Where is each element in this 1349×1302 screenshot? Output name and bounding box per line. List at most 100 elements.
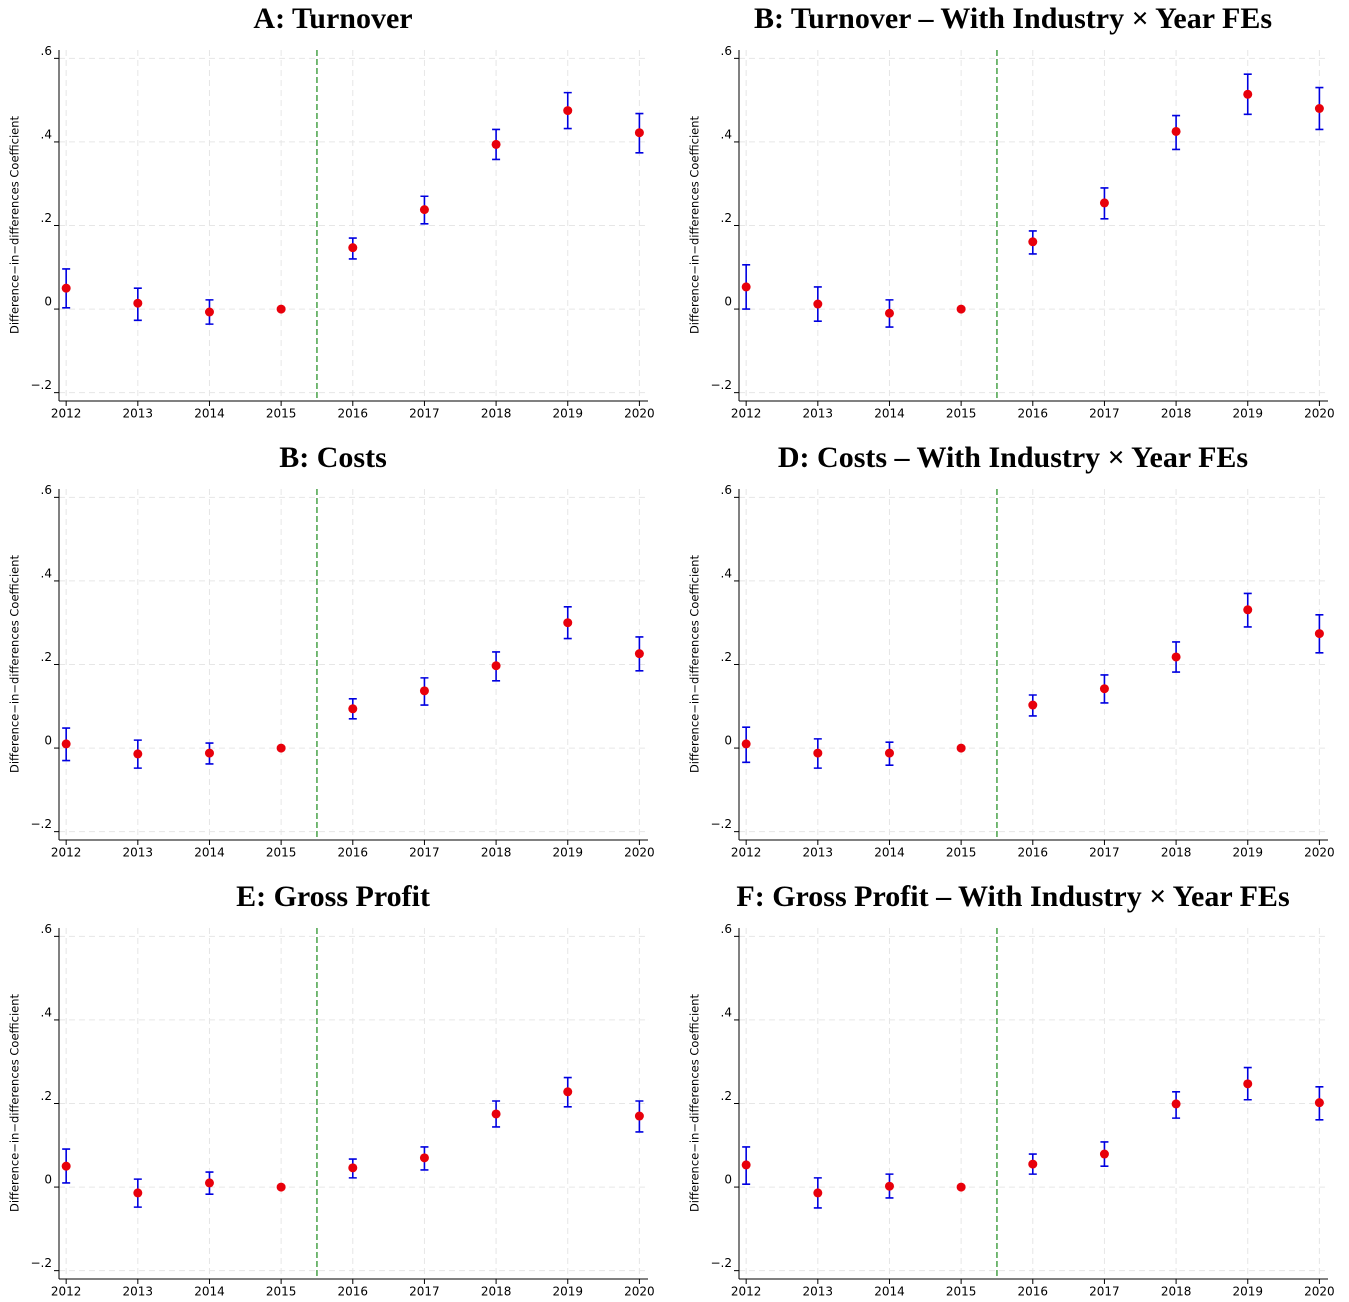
x-tick-label: 2014 bbox=[194, 407, 225, 421]
point bbox=[204, 1178, 214, 1188]
x-tick-label: 2012 bbox=[51, 407, 82, 421]
point bbox=[491, 139, 501, 149]
y-tick-label: 0 bbox=[44, 734, 52, 748]
x-tick-label: 2016 bbox=[1018, 1285, 1049, 1299]
y-tick-label: .2 bbox=[721, 650, 732, 664]
x-tick-label: 2012 bbox=[731, 846, 762, 860]
x-tick-label: 2013 bbox=[123, 846, 154, 860]
point bbox=[1243, 89, 1253, 99]
point bbox=[61, 283, 71, 293]
point bbox=[1314, 629, 1324, 639]
point bbox=[133, 298, 143, 308]
x-tick-label: 2016 bbox=[1018, 846, 1049, 860]
y-tick-label: 0 bbox=[724, 1173, 732, 1187]
x-tick-label: 2019 bbox=[552, 407, 583, 421]
point bbox=[204, 307, 214, 317]
x-tick-label: 2019 bbox=[552, 1285, 583, 1299]
point bbox=[1314, 104, 1324, 113]
y-tick-label: .6 bbox=[41, 483, 52, 497]
x-tick-label: 2013 bbox=[803, 846, 834, 860]
x-tick-label: 2012 bbox=[51, 846, 82, 860]
y-tick-label: 0 bbox=[44, 295, 52, 309]
point bbox=[563, 106, 573, 116]
y-axis-label: Difference−in−differences Coefficient bbox=[8, 554, 22, 773]
point bbox=[884, 1181, 894, 1191]
x-tick-label: 2020 bbox=[624, 407, 655, 421]
point bbox=[276, 1182, 286, 1192]
point bbox=[956, 304, 966, 314]
point bbox=[491, 661, 501, 671]
y-tick-label: .4 bbox=[721, 1005, 732, 1019]
y-tick-label: .6 bbox=[41, 922, 52, 936]
y-tick-label: −.2 bbox=[710, 817, 732, 831]
x-tick-label: 2017 bbox=[1089, 846, 1120, 860]
point bbox=[204, 748, 214, 758]
x-tick-label: 2012 bbox=[51, 1285, 82, 1299]
x-tick-label: 2014 bbox=[874, 407, 905, 421]
x-tick-label: 2014 bbox=[874, 1285, 905, 1299]
point bbox=[813, 299, 823, 309]
x-tick-label: 2013 bbox=[803, 1285, 834, 1299]
point bbox=[884, 748, 894, 758]
x-tick-label: 2017 bbox=[1089, 1285, 1120, 1299]
point bbox=[1171, 1099, 1181, 1109]
y-tick-label: .2 bbox=[41, 1089, 52, 1103]
chart-title: B: Costs bbox=[279, 441, 387, 474]
point bbox=[563, 1087, 573, 1097]
y-tick-label: .2 bbox=[41, 650, 52, 664]
y-tick-label: .6 bbox=[721, 483, 732, 497]
chart-title: E: Gross Profit bbox=[236, 880, 430, 913]
y-axis-label: Difference−in−differences Coefficient bbox=[688, 554, 702, 773]
point bbox=[1243, 1079, 1253, 1089]
chart-title: F: Gross Profit – With Industry × Year F… bbox=[736, 880, 1289, 913]
point bbox=[133, 1188, 143, 1198]
y-tick-label: .4 bbox=[41, 1005, 52, 1019]
x-tick-label: 2018 bbox=[481, 846, 512, 860]
x-tick-label: 2020 bbox=[1304, 1285, 1335, 1299]
point bbox=[419, 1153, 429, 1163]
point bbox=[1171, 126, 1181, 136]
x-tick-label: 2020 bbox=[1304, 846, 1335, 860]
point bbox=[276, 743, 286, 753]
x-tick-label: 2015 bbox=[946, 1285, 977, 1299]
point bbox=[813, 748, 823, 758]
x-tick-label: 2013 bbox=[803, 407, 834, 421]
x-tick-label: 2019 bbox=[1232, 1285, 1263, 1299]
point bbox=[1099, 198, 1109, 208]
y-tick-label: −.2 bbox=[710, 1256, 732, 1270]
point bbox=[1099, 1149, 1109, 1159]
point bbox=[1028, 237, 1038, 247]
point bbox=[956, 1182, 966, 1192]
x-tick-label: 2017 bbox=[409, 846, 440, 860]
point bbox=[348, 704, 358, 714]
y-tick-label: .4 bbox=[721, 127, 732, 141]
y-tick-label: .6 bbox=[41, 44, 52, 58]
chart-title: B: Turnover – With Industry × Year FEs bbox=[754, 2, 1272, 35]
point bbox=[1099, 684, 1109, 694]
y-tick-label: .2 bbox=[721, 211, 732, 225]
x-tick-label: 2018 bbox=[1161, 846, 1192, 860]
point bbox=[1028, 700, 1038, 710]
x-tick-label: 2017 bbox=[1089, 407, 1120, 421]
point bbox=[491, 1109, 501, 1119]
x-tick-label: 2014 bbox=[194, 1285, 225, 1299]
y-tick-label: −.2 bbox=[30, 817, 52, 831]
x-tick-label: 2014 bbox=[194, 846, 225, 860]
x-tick-label: 2015 bbox=[266, 1285, 297, 1299]
point bbox=[741, 739, 751, 749]
x-tick-label: 2019 bbox=[1232, 846, 1263, 860]
y-tick-label: −.2 bbox=[710, 378, 732, 392]
x-tick-label: 2016 bbox=[338, 1285, 369, 1299]
x-tick-label: 2018 bbox=[1161, 1285, 1192, 1299]
x-tick-label: 2012 bbox=[731, 407, 762, 421]
y-tick-label: .4 bbox=[41, 566, 52, 580]
point bbox=[956, 743, 966, 753]
point bbox=[419, 205, 429, 215]
x-tick-label: 2016 bbox=[338, 407, 369, 421]
x-tick-label: 2012 bbox=[731, 1285, 762, 1299]
point bbox=[419, 686, 429, 696]
point bbox=[634, 1111, 644, 1121]
y-axis-label: Difference−in−differences Coefficient bbox=[8, 115, 22, 334]
x-tick-label: 2018 bbox=[481, 407, 512, 421]
